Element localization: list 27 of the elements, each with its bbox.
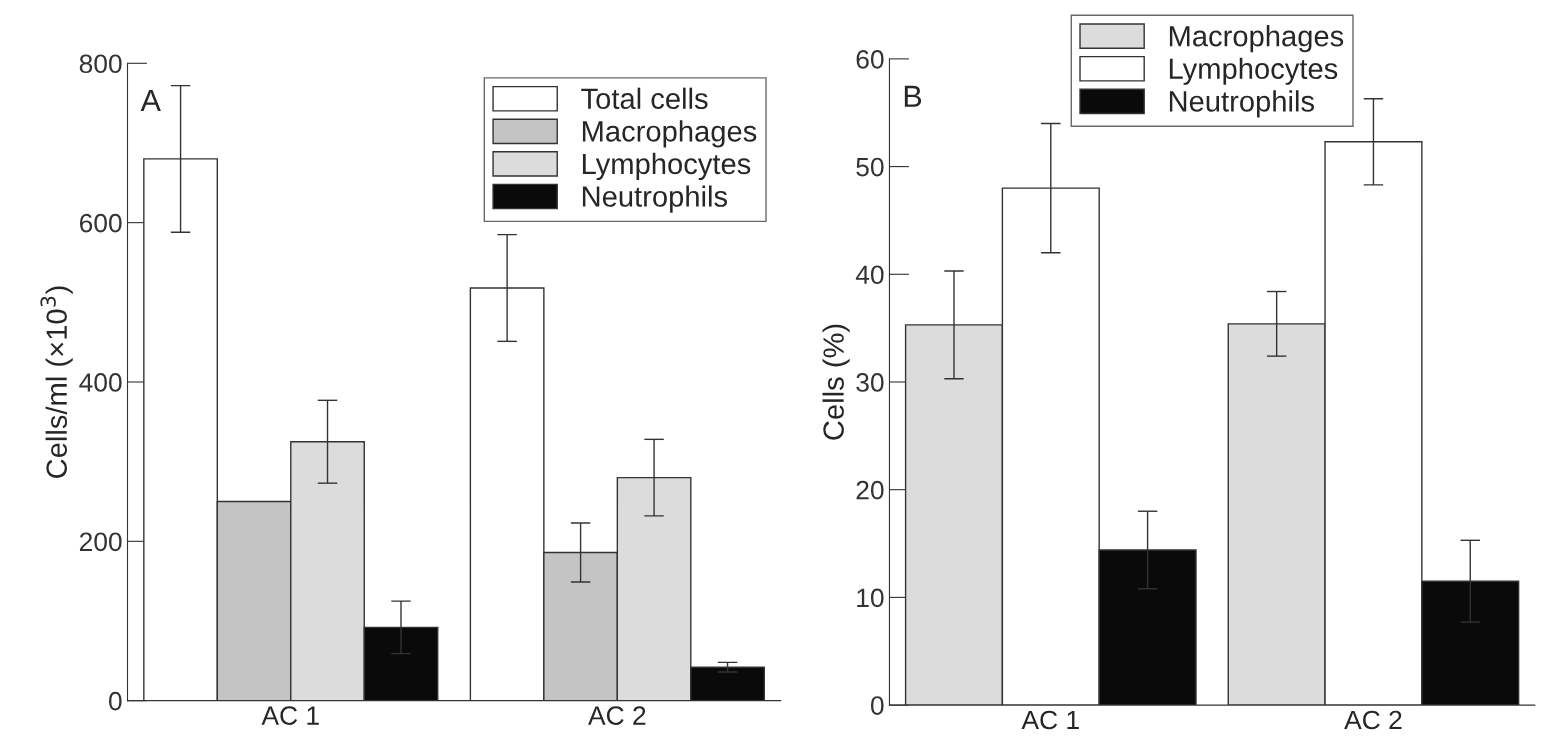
y-tick-label: 60 [856,50,884,69]
legend-label: Total cells [581,87,708,110]
y-tick-label: 200 [79,532,122,552]
y-tick-label: 30 [856,373,884,392]
x-tick-label: AC 2 [588,706,646,725]
annotation: A [140,89,161,111]
legend-label: Neutrophils [1169,90,1314,118]
legend-label: Lymphocytes [1169,57,1338,85]
y-tick-label: 600 [79,213,122,233]
y-tick-label: 10 [857,588,884,608]
x-tick-label: AC 1 [1021,710,1079,730]
legend-label: Neutrophils [582,185,728,213]
y-tick-label: 50 [856,157,884,177]
legend-label: Macrophages [1169,25,1344,53]
y-axis-title: Cells/ml (×10$^{3}$) [40,286,73,478]
y-tick-label: 0 [109,691,122,711]
y-tick-label: 400 [79,373,122,392]
legend-label: Macrophages [582,120,757,148]
legend-label: Lymphocytes [582,152,751,181]
y-tick-label: 0 [870,696,884,715]
y-axis-title: Cells (%) [822,324,850,440]
annotation: B [904,85,922,107]
y-tick-label: 20 [856,480,884,500]
x-tick-label: AC 2 [1344,710,1402,730]
y-tick-label: 40 [855,265,884,285]
x-tick-label: AC 1 [261,706,319,725]
y-tick-label: 800 [79,54,122,74]
